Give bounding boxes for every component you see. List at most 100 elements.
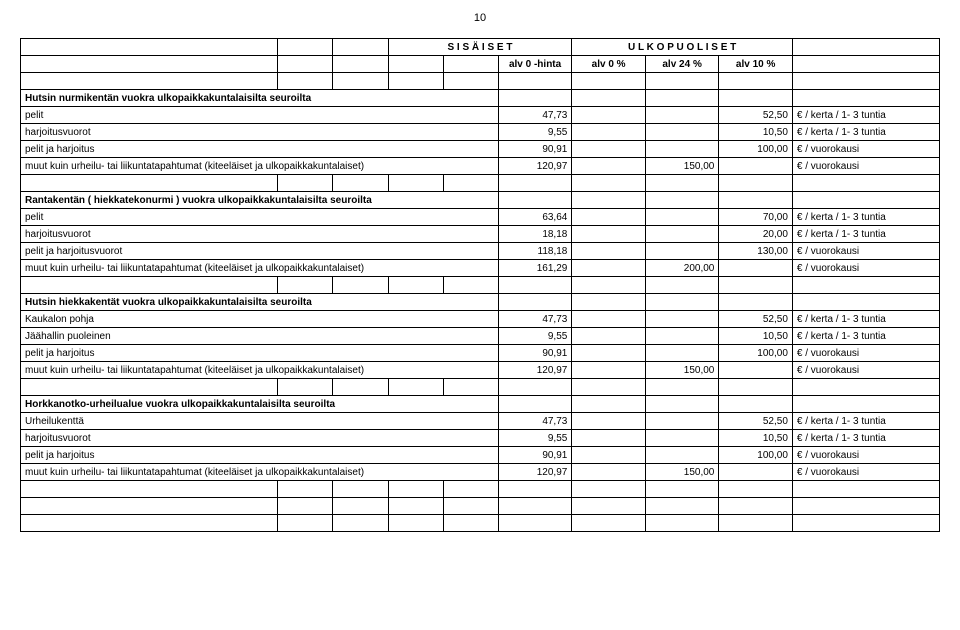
row-label: muut kuin urheilu- tai liikuntatapahtuma… xyxy=(21,158,499,175)
table-row: harjoitusvuorot18,18 20,00€ / kerta / 1- … xyxy=(21,226,940,243)
cell-alv0hinta: 90,91 xyxy=(498,345,572,362)
header-ulkopuoliset: U L K O P U O L I S E T xyxy=(572,39,793,56)
cell-unit: € / vuorokausi xyxy=(792,345,939,362)
table-row: Kaukalon pohja47,73 52,50€ / kerta / 1- 3… xyxy=(21,311,940,328)
cell-unit: € / kerta / 1- 3 tuntia xyxy=(792,124,939,141)
cell-alv24 xyxy=(645,311,719,328)
cell-alv24 xyxy=(645,430,719,447)
row-label: pelit ja harjoitus xyxy=(21,345,499,362)
row-label: Urheilukenttä xyxy=(21,413,499,430)
cell-unit: € / vuorokausi xyxy=(792,362,939,379)
cell-alv0hinta: 47,73 xyxy=(498,107,572,124)
table-row: harjoitusvuorot9,55 10,50€ / kerta / 1- 3… xyxy=(21,124,940,141)
blank-row xyxy=(21,515,940,532)
section-title: Horkkanotko-urheilualue vuokra ulkopaikk… xyxy=(21,396,499,413)
cell-alv0hinta: 9,55 xyxy=(498,124,572,141)
cell-alv0hinta: 120,97 xyxy=(498,464,572,481)
blank-row xyxy=(21,498,940,515)
row-label: pelit ja harjoitusvuorot xyxy=(21,243,499,260)
row-label: muut kuin urheilu- tai liikuntatapahtuma… xyxy=(21,260,499,277)
row-label: pelit ja harjoitus xyxy=(21,447,499,464)
table-row: pelit ja harjoitus90,91 100,00€ / vuoroka… xyxy=(21,345,940,362)
header-alv0hinta: alv 0 -hinta xyxy=(498,56,572,73)
cell-alv10: 100,00 xyxy=(719,447,793,464)
blank-row xyxy=(21,277,940,294)
cell-unit: € / vuorokausi xyxy=(792,141,939,158)
cell-alv0hinta: 120,97 xyxy=(498,362,572,379)
cell-alv24: 150,00 xyxy=(645,464,719,481)
cell-alv24 xyxy=(645,345,719,362)
cell-alv10: 52,50 xyxy=(719,413,793,430)
cell-alv24: 200,00 xyxy=(645,260,719,277)
cell-unit: € / kerta / 1- 3 tuntia xyxy=(792,430,939,447)
cell-alv24 xyxy=(645,141,719,158)
cell-unit: € / kerta / 1- 3 tuntia xyxy=(792,226,939,243)
section-title-row: Rantakentän ( hiekkatekonurmi ) vuokra u… xyxy=(21,192,940,209)
cell-unit: € / vuorokausi xyxy=(792,447,939,464)
cell-unit: € / vuorokausi xyxy=(792,260,939,277)
cell-alv24 xyxy=(645,447,719,464)
cell-unit: € / kerta / 1- 3 tuntia xyxy=(792,413,939,430)
cell-alv10: 10,50 xyxy=(719,328,793,345)
blank-row xyxy=(21,175,940,192)
blank-row xyxy=(21,481,940,498)
cell-alv0hinta: 120,97 xyxy=(498,158,572,175)
table-row: muut kuin urheilu- tai liikuntatapahtuma… xyxy=(21,362,940,379)
cell-alv0hinta: 161,29 xyxy=(498,260,572,277)
header-row-1: S I S Ä I S E T U L K O P U O L I S E T xyxy=(21,39,940,56)
cell-alv10: 10,50 xyxy=(719,124,793,141)
row-label: muut kuin urheilu- tai liikuntatapahtuma… xyxy=(21,362,499,379)
blank-row xyxy=(21,379,940,396)
section-title-row: Horkkanotko-urheilualue vuokra ulkopaikk… xyxy=(21,396,940,413)
row-label: pelit xyxy=(21,209,499,226)
table-row: muut kuin urheilu- tai liikuntatapahtuma… xyxy=(21,158,940,175)
table-row: pelit ja harjoitus90,91100,00€ / vuoroka… xyxy=(21,141,940,158)
row-label: harjoitusvuorot xyxy=(21,124,499,141)
cell-unit: € / kerta / 1- 3 tuntia xyxy=(792,311,939,328)
row-label: Kaukalon pohja xyxy=(21,311,499,328)
section-title: Hutsin nurmikentän vuokra ulkopaikkakunt… xyxy=(21,90,499,107)
row-label: harjoitusvuorot xyxy=(21,226,499,243)
cell-unit: € / vuorokausi xyxy=(792,158,939,175)
header-sisaiset: S I S Ä I S E T xyxy=(388,39,572,56)
cell-unit: € / kerta / 1- 3 tuntia xyxy=(792,209,939,226)
cell-alv0hinta: 63,64 xyxy=(498,209,572,226)
cell-alv10: 100,00 xyxy=(719,345,793,362)
pricing-table: S I S Ä I S E T U L K O P U O L I S E T … xyxy=(20,38,940,532)
header-row-2: alv 0 -hinta alv 0 % alv 24 % alv 10 % xyxy=(21,56,940,73)
table-row: Jäähallin puoleinen9,5510,50€ / kerta / … xyxy=(21,328,940,345)
header-alv10: alv 10 % xyxy=(719,56,793,73)
cell-alv24 xyxy=(645,226,719,243)
cell-alv10: 52,50 xyxy=(719,311,793,328)
cell-unit: € / kerta / 1- 3 tuntia xyxy=(792,107,939,124)
cell-alv10 xyxy=(719,362,793,379)
cell-alv10: 10,50 xyxy=(719,430,793,447)
row-label: muut kuin urheilu- tai liikuntatapahtuma… xyxy=(21,464,499,481)
cell-alv0hinta: 9,55 xyxy=(498,328,572,345)
header-alv0: alv 0 % xyxy=(572,56,646,73)
cell-alv0hinta: 90,91 xyxy=(498,447,572,464)
cell-alv10 xyxy=(719,464,793,481)
cell-alv0hinta: 47,73 xyxy=(498,311,572,328)
cell-alv10: 52,50 xyxy=(719,107,793,124)
cell-alv10: 20,00 xyxy=(719,226,793,243)
table-row: muut kuin urheilu- tai liikuntatapahtuma… xyxy=(21,260,940,277)
cell-alv10: 100,00 xyxy=(719,141,793,158)
cell-unit: € / kerta / 1- 3 tuntia xyxy=(792,328,939,345)
section-title-row: Hutsin hiekkakentät vuokra ulkopaikkakun… xyxy=(21,294,940,311)
cell-alv10: 70,00 xyxy=(719,209,793,226)
cell-alv24 xyxy=(645,209,719,226)
blank-row xyxy=(21,73,940,90)
table-row: pelit47,73 52,50€ / kerta / 1- 3 tuntia xyxy=(21,107,940,124)
row-label: pelit xyxy=(21,107,499,124)
cell-unit: € / vuorokausi xyxy=(792,464,939,481)
header-alv24: alv 24 % xyxy=(645,56,719,73)
section-title: Rantakentän ( hiekkatekonurmi ) vuokra u… xyxy=(21,192,499,209)
section-title-row: Hutsin nurmikentän vuokra ulkopaikkakunt… xyxy=(21,90,940,107)
cell-alv0hinta: 18,18 xyxy=(498,226,572,243)
row-label: pelit ja harjoitus xyxy=(21,141,499,158)
cell-alv0hinta: 47,73 xyxy=(498,413,572,430)
cell-alv0hinta: 9,55 xyxy=(498,430,572,447)
cell-alv24 xyxy=(645,243,719,260)
table-row: pelit ja harjoitus90,91 100,00€ / vuoroka… xyxy=(21,447,940,464)
